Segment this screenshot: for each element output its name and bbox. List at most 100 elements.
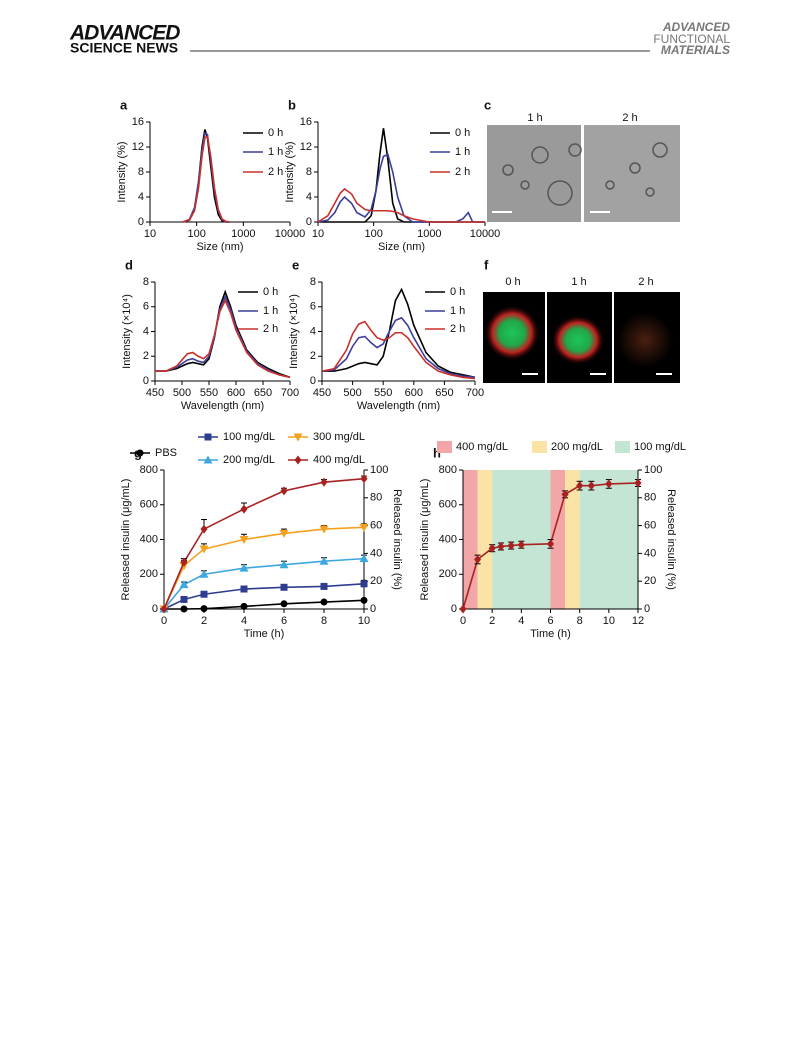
marker [360, 474, 368, 484]
y-axis-label: Intensity (×10⁴) [288, 294, 300, 369]
marker [517, 540, 525, 550]
x-axis-label: Wavelength (nm) [357, 400, 440, 412]
image-caption: 0 h [505, 276, 520, 288]
series-line [155, 298, 291, 379]
vesicles [502, 142, 668, 206]
y-tick-label: 8 [306, 166, 312, 178]
x-tick-label: 8 [577, 615, 583, 627]
legend-label: PBS [155, 447, 177, 459]
legend-swatch [532, 441, 547, 453]
y2-tick-label: 80 [644, 492, 656, 504]
y-axis-label: Intensity (%) [284, 141, 296, 202]
particle [617, 312, 673, 368]
band [463, 470, 478, 609]
y-tick-label: 12 [132, 141, 144, 153]
marker [488, 543, 496, 553]
y-tick-label: 4 [310, 325, 316, 337]
marker [360, 580, 368, 588]
marker [199, 569, 209, 578]
series-line [317, 187, 485, 223]
brand-bottom: SCIENCE NEWS [70, 40, 178, 56]
legend-label: 300 mg/dL [313, 431, 365, 443]
x-axis-label: Time (h) [530, 628, 571, 640]
marker [293, 433, 303, 442]
band [579, 470, 638, 609]
marker [160, 604, 168, 614]
marker [240, 585, 248, 593]
x-tick-label: 550 [374, 387, 392, 399]
x-tick-label: 700 [281, 387, 299, 399]
x-tick-label: 0 [161, 615, 167, 627]
x-tick-label: 1000 [231, 228, 255, 240]
marker [240, 602, 248, 610]
marker [576, 481, 584, 491]
marker [239, 563, 249, 572]
x-tick-label: 100 [187, 228, 205, 240]
marker [319, 525, 329, 534]
particle [484, 305, 540, 361]
y-tick-label: 2 [143, 350, 149, 362]
y2-tick-label: 100 [370, 464, 388, 476]
journal-line: ADVANCED [662, 20, 730, 34]
marker [320, 598, 328, 606]
y2-tick-label: 60 [370, 520, 382, 532]
x-tick-label: 0 [460, 615, 466, 627]
legend-label: 100 mg/dL [223, 431, 275, 443]
y-tick-label: 200 [140, 568, 158, 580]
marker [279, 529, 289, 538]
y-tick-label: 8 [143, 276, 149, 288]
journal-line: FUNCTIONAL [653, 32, 730, 46]
marker [360, 596, 368, 604]
y-tick-label: 4 [306, 191, 312, 203]
marker [561, 489, 569, 499]
band [492, 470, 551, 609]
x-tick-label: 700 [466, 387, 484, 399]
particle [551, 315, 605, 365]
x-tick-label: 4 [241, 615, 247, 627]
series-line [182, 132, 230, 223]
legend-swatch [437, 441, 452, 453]
x-tick-label: 8 [321, 615, 327, 627]
y-tick-label: 200 [439, 568, 457, 580]
legend-label: 200 mg/dL [223, 454, 275, 466]
y2-axis-label: Released insulin (%) [665, 489, 677, 590]
x-axis-label: Size (nm) [378, 241, 425, 253]
legend-label: 200 mg/dL [551, 441, 603, 453]
panel-label: d [125, 257, 133, 272]
marker [280, 600, 288, 608]
marker [204, 433, 212, 441]
y-tick-label: 0 [143, 375, 149, 387]
band [565, 470, 580, 609]
y-tick-label: 600 [439, 499, 457, 511]
x-tick-label: 10000 [275, 228, 306, 240]
legend-label: 400 mg/dL [313, 454, 365, 466]
marker [200, 605, 208, 613]
y2-tick-label: 80 [370, 492, 382, 504]
marker [280, 583, 288, 591]
x-tick-label: 12 [632, 615, 644, 627]
x-tick-label: 10000 [470, 228, 501, 240]
y-tick-label: 0 [306, 216, 312, 228]
x-tick-label: 2 [489, 615, 495, 627]
x-axis-label: Size (nm) [196, 241, 243, 253]
marker [279, 560, 289, 569]
y-tick-label: 0 [138, 216, 144, 228]
y-tick-label: 0 [152, 603, 158, 615]
marker [474, 554, 482, 564]
y2-tick-label: 0 [370, 603, 376, 615]
panel-label: c [484, 97, 491, 112]
marker [319, 556, 329, 565]
x-tick-label: 6 [547, 615, 553, 627]
y-axis-label: Released insulin (μg/mL) [419, 479, 431, 601]
legend-label: 0 h [268, 127, 283, 139]
legend-label: 1 h [455, 146, 470, 158]
marker [634, 478, 642, 488]
series-line [182, 129, 230, 223]
y-tick-label: 0 [451, 603, 457, 615]
x-tick-label: 600 [405, 387, 423, 399]
marker [507, 541, 515, 551]
y-tick-label: 16 [132, 116, 144, 128]
marker [320, 582, 328, 590]
marker [200, 524, 208, 534]
